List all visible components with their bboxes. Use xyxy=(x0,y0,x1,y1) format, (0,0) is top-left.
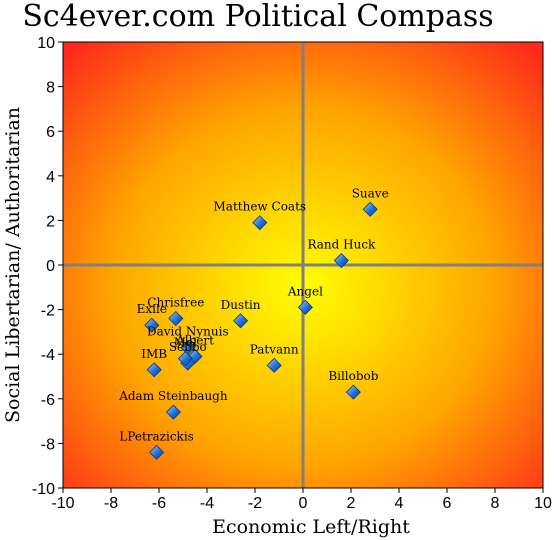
y-axis-title: Social Libertarian/ Authoritarian xyxy=(2,107,24,423)
diamond-marker-icon xyxy=(149,444,165,460)
x-tick-label: -10 xyxy=(51,495,74,512)
data-point: Adam Steinbaugh xyxy=(118,389,228,420)
points-layer: Suave Matthew Coats Rand Huck Angel Dustin Ch… xyxy=(118,186,389,460)
data-point: LPetrazickis xyxy=(119,429,194,460)
diamond-marker-icon xyxy=(345,384,361,400)
diamond-marker-icon xyxy=(146,362,162,378)
data-point-label: Adam Steinbaugh xyxy=(118,389,228,403)
data-point-label: Billobob xyxy=(328,369,378,383)
x-tick-label: 0 xyxy=(299,495,308,512)
y-tick-label: 0 xyxy=(46,258,55,275)
data-point: Chrisfree xyxy=(147,296,204,327)
x-axis-title: Economic Left/Right xyxy=(212,516,410,538)
data-point-label: Rand Huck xyxy=(307,238,376,252)
y-tick-label: -2 xyxy=(41,303,55,320)
data-point: IMB xyxy=(141,347,167,378)
y-tick-label: 4 xyxy=(46,169,55,186)
diamond-marker-icon xyxy=(252,215,268,231)
y-tick-label: -4 xyxy=(41,347,55,364)
x-tick-label: -2 xyxy=(248,495,262,512)
y-tick-label: 8 xyxy=(46,80,55,97)
data-point-label: Patvann xyxy=(250,342,299,356)
data-point-label: IMB xyxy=(141,347,167,361)
diamond-marker-icon xyxy=(297,299,313,315)
data-point-label: Matthew Coats xyxy=(214,200,307,214)
diamond-marker-icon xyxy=(177,351,193,367)
y-tick-label: 2 xyxy=(46,213,55,230)
data-point-label: Angel xyxy=(287,284,323,298)
axes-layer xyxy=(63,42,543,488)
data-point-label: Sebbo xyxy=(169,340,207,354)
data-point: David Nynuis xyxy=(147,325,229,356)
data-point: Mel xyxy=(174,336,197,367)
data-point-label: Suave xyxy=(352,186,389,200)
diamond-marker-icon xyxy=(266,357,282,373)
diamond-marker-icon xyxy=(233,313,249,329)
data-point: Angel xyxy=(287,284,323,315)
diamond-marker-icon xyxy=(333,252,349,269)
data-point: Exile xyxy=(137,302,167,333)
x-tick-label: 6 xyxy=(443,495,452,512)
data-point-label: Mel xyxy=(174,336,197,350)
plot-frame xyxy=(62,41,544,489)
data-point: Suave xyxy=(352,186,389,217)
x-tick-label: -4 xyxy=(200,495,214,512)
data-point-label: Chrisfree xyxy=(147,296,204,310)
data-point: Billobob xyxy=(328,369,379,400)
diamond-marker-icon xyxy=(168,310,184,327)
diamond-marker-icon xyxy=(362,201,378,217)
data-point: Patvann xyxy=(250,342,299,373)
data-point: Albert xyxy=(175,333,214,364)
x-tick-label: 10 xyxy=(534,495,552,512)
chart-title: Sc4ever.com Political Compass xyxy=(22,0,493,34)
y-tick-label: 6 xyxy=(46,124,55,141)
y-tick-label: -6 xyxy=(41,392,55,409)
y-tick-label: -8 xyxy=(41,436,55,453)
y-tick-label: -10 xyxy=(32,481,55,498)
data-point-label: David Nynuis xyxy=(147,325,229,339)
data-point: Rand Huck xyxy=(307,238,376,269)
data-point: Matthew Coats xyxy=(214,200,307,231)
x-tick-label: -8 xyxy=(104,495,118,512)
data-point-label: Albert xyxy=(175,333,214,347)
data-point-label: LPetrazickis xyxy=(119,429,193,443)
y-tick-label: 10 xyxy=(37,35,55,52)
diamond-marker-icon xyxy=(165,404,181,420)
data-point-label: Exile xyxy=(137,302,167,316)
data-point-label: Dustin xyxy=(221,298,261,312)
x-tick-label: 2 xyxy=(347,495,356,512)
ticks-layer: -10 -8 -6 -4 -2 0 2 4 6 8 10 -10 -8 -6 -4 -2 0 2 4 6 8 10 xyxy=(32,35,552,512)
data-point: Dustin xyxy=(221,298,261,329)
diamond-marker-icon xyxy=(144,317,160,333)
x-tick-label: -6 xyxy=(152,495,166,512)
x-tick-label: 4 xyxy=(395,495,404,512)
x-tick-label: 8 xyxy=(491,495,500,512)
